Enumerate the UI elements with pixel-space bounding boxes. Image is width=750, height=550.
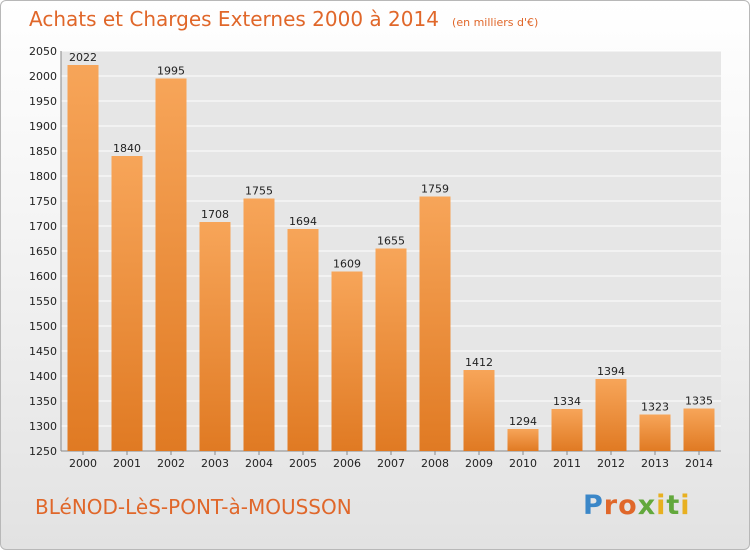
- data-label: 2022: [69, 51, 97, 64]
- data-label: 1759: [421, 183, 449, 196]
- bar: [463, 370, 495, 451]
- data-label: 1609: [333, 258, 361, 271]
- y-tick-label: 1450: [29, 345, 57, 358]
- data-label: 1335: [685, 395, 713, 408]
- data-label: 1840: [113, 142, 141, 155]
- city-name: BLéNOD-LèS-PONT-à-MOUSSON: [35, 495, 352, 519]
- y-tick-label: 1750: [29, 195, 57, 208]
- y-tick-label: 1250: [29, 445, 57, 458]
- y-tick-label: 2000: [29, 70, 57, 83]
- x-tick-label: 2012: [597, 457, 625, 470]
- data-label: 1323: [641, 401, 669, 414]
- x-tick-label: 2013: [641, 457, 669, 470]
- chart-unit-note: (en milliers d'€): [452, 16, 539, 29]
- y-tick-label: 1350: [29, 395, 57, 408]
- x-tick-label: 2005: [289, 457, 317, 470]
- x-tick-label: 2011: [553, 457, 581, 470]
- x-tick-label: 2006: [333, 457, 361, 470]
- x-tick-label: 2007: [377, 457, 405, 470]
- x-tick-label: 2010: [509, 457, 537, 470]
- y-tick-label: 2050: [29, 45, 57, 58]
- x-tick-label: 2000: [69, 457, 97, 470]
- y-tick-label: 1500: [29, 320, 57, 333]
- bar: [287, 229, 319, 451]
- x-tick-label: 2004: [245, 457, 273, 470]
- y-tick-label: 1950: [29, 95, 57, 108]
- x-tick-label: 2014: [685, 457, 713, 470]
- data-label: 1394: [597, 365, 625, 378]
- y-tick-label: 1400: [29, 370, 57, 383]
- x-tick-label: 2002: [157, 457, 185, 470]
- y-tick-label: 1800: [29, 170, 57, 183]
- bar: [639, 414, 671, 451]
- bar: [67, 65, 99, 451]
- y-tick-label: 1300: [29, 420, 57, 433]
- bar: [419, 196, 451, 451]
- bar: [243, 198, 275, 451]
- data-label: 1995: [157, 65, 185, 78]
- bar: [155, 78, 187, 451]
- y-tick-label: 1550: [29, 295, 57, 308]
- bar: [595, 379, 627, 451]
- data-label: 1655: [377, 235, 405, 248]
- data-label: 1334: [553, 395, 581, 408]
- chart-title-block: Achats et Charges Externes 2000 à 2014 (…: [29, 7, 538, 31]
- data-label: 1708: [201, 208, 229, 221]
- data-label: 1755: [245, 185, 273, 198]
- y-tick-label: 1700: [29, 220, 57, 233]
- data-label: 1694: [289, 215, 317, 228]
- x-tick-label: 2001: [113, 457, 141, 470]
- bar: [375, 248, 407, 451]
- x-tick-label: 2008: [421, 457, 449, 470]
- bar: [551, 409, 583, 451]
- proxiti-logo: Proxiti: [583, 490, 691, 521]
- x-tick-label: 2009: [465, 457, 493, 470]
- data-label: 1412: [465, 356, 493, 369]
- bar: [199, 222, 231, 451]
- bar: [111, 156, 143, 451]
- bar: [331, 271, 363, 451]
- bar: [683, 408, 715, 451]
- y-tick-label: 1850: [29, 145, 57, 158]
- chart-title: Achats et Charges Externes 2000 à 2014: [29, 7, 439, 31]
- y-tick-label: 1650: [29, 245, 57, 258]
- y-tick-label: 1900: [29, 120, 57, 133]
- bar: [507, 429, 539, 451]
- y-tick-label: 1600: [29, 270, 57, 283]
- x-tick-label: 2003: [201, 457, 229, 470]
- data-label: 1294: [509, 415, 537, 428]
